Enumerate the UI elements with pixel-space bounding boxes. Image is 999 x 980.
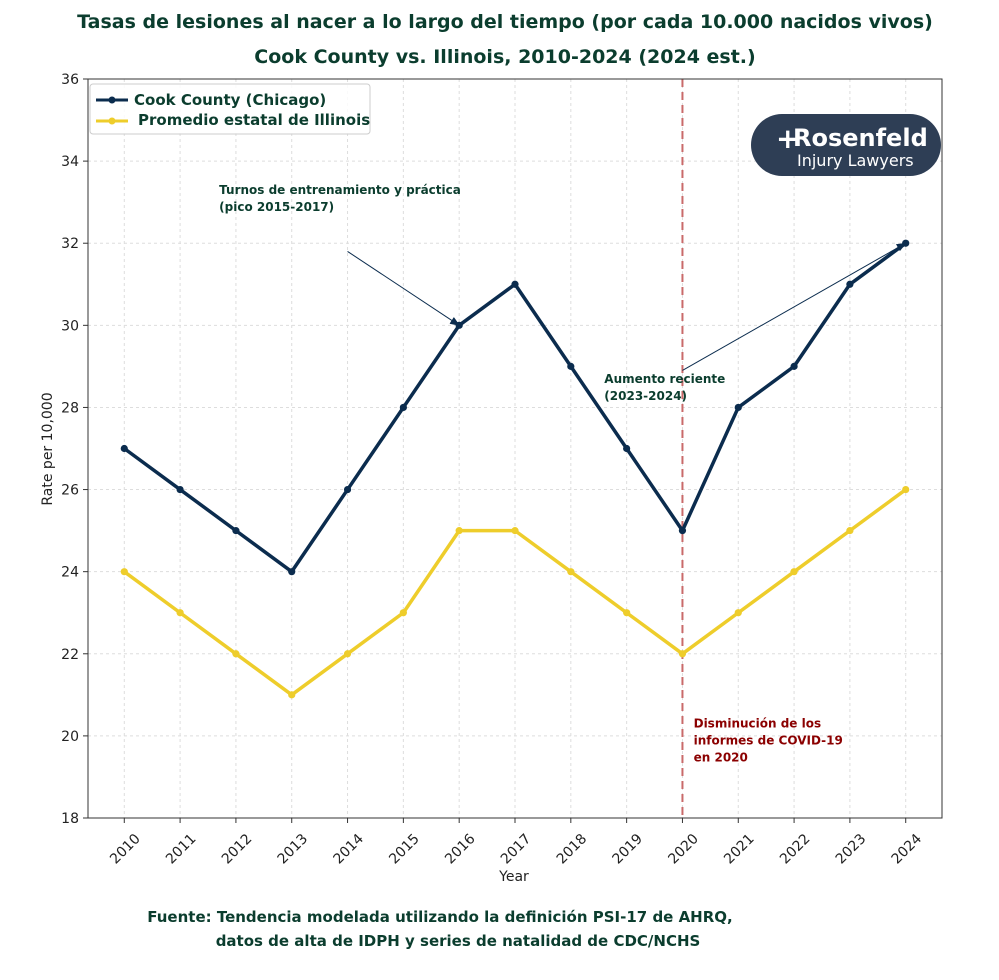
y-axis: 18 20 22 24 26 28 30 32 34 36 bbox=[61, 72, 88, 827]
series-layer bbox=[120, 239, 910, 699]
x-tick-label-2019: 2019 bbox=[610, 831, 647, 868]
series-line-illinois bbox=[123, 488, 907, 697]
y-tick-label-30: 30 bbox=[61, 318, 79, 334]
x-tick-label-2010: 2010 bbox=[107, 831, 144, 868]
x-tick-label-2020: 2020 bbox=[665, 831, 702, 868]
x-tick-label-2016: 2016 bbox=[442, 831, 479, 868]
x-tick-label-2011: 2011 bbox=[163, 831, 200, 868]
point-illinois-2021 bbox=[734, 609, 742, 617]
legend: Cook County (Chicago) Promedio estatal d… bbox=[89, 83, 371, 135]
point-illinois-2019 bbox=[623, 609, 631, 617]
point-illinois-2011 bbox=[176, 609, 184, 617]
point-cook-2015 bbox=[399, 403, 407, 412]
chart-title: Tasas de lesiones al nacer a lo largo de… bbox=[77, 11, 933, 33]
y-tick-label-20: 20 bbox=[61, 729, 79, 745]
y-tick-label-28: 28 bbox=[61, 400, 79, 416]
point-illinois-2024 bbox=[902, 485, 910, 494]
y-tick-label-22: 22 bbox=[61, 647, 79, 663]
y-tick-label-24: 24 bbox=[61, 565, 79, 581]
x-axis: 2010 2011 2012 2013 2014 2015 2016 2017 2018 2019… bbox=[107, 818, 925, 867]
annotation-training-line-1: Turnos de entrenamiento y práctica bbox=[219, 183, 461, 197]
annotation-arrow-recent bbox=[682, 242, 907, 371]
logo-badge bbox=[751, 114, 941, 176]
point-illinois-2022 bbox=[790, 568, 798, 576]
annotation-recent-line-2: (2023-2024) bbox=[604, 389, 687, 403]
point-illinois-2018 bbox=[567, 568, 575, 576]
annotation-covid-line-3: en 2020 bbox=[694, 751, 748, 765]
x-axis-label: Year bbox=[498, 869, 529, 885]
grid bbox=[88, 78, 942, 819]
legend-box bbox=[89, 83, 371, 135]
point-illinois-2014 bbox=[343, 650, 352, 658]
logo: + Rosenfeld Injury Lawyers bbox=[751, 114, 941, 176]
chart-subtitle: Cook County vs. Illinois, 2010-2024 (202… bbox=[254, 46, 755, 68]
logo-name: Rosenfeld bbox=[793, 124, 928, 152]
point-illinois-2013 bbox=[288, 691, 296, 699]
point-illinois-2016 bbox=[455, 527, 463, 535]
y-tick-label-36: 36 bbox=[61, 72, 79, 88]
y-tick-label-26: 26 bbox=[61, 483, 79, 499]
x-tick-label-2012: 2012 bbox=[219, 831, 256, 868]
point-cook-2021 bbox=[734, 403, 742, 412]
annotation-covid-line-1: Disminución de los bbox=[694, 717, 822, 731]
point-cook-2022 bbox=[790, 362, 798, 370]
x-tick-label-2022: 2022 bbox=[777, 831, 814, 868]
x-tick-label-2013: 2013 bbox=[275, 831, 312, 868]
point-illinois-2023 bbox=[846, 527, 854, 535]
x-tick-label-2024: 2024 bbox=[889, 831, 926, 868]
y-tick-label-32: 32 bbox=[61, 236, 79, 252]
point-illinois-2017 bbox=[511, 527, 519, 535]
point-cook-2014 bbox=[343, 485, 352, 494]
y-axis-label: Rate per 10,000 bbox=[40, 392, 56, 505]
x-tick-label-2014: 2014 bbox=[330, 831, 367, 868]
x-tick-label-2017: 2017 bbox=[498, 831, 535, 868]
source-line-2: datos de alta de IDPH y series de natali… bbox=[216, 932, 701, 950]
point-illinois-2020 bbox=[678, 650, 687, 658]
plus-icon: + bbox=[776, 122, 799, 155]
point-illinois-2010 bbox=[120, 568, 128, 576]
annotation-recent-line-1: Aumento reciente bbox=[604, 372, 725, 386]
annotation-training-line-2: (pico 2015-2017) bbox=[219, 200, 334, 214]
plot-frame bbox=[87, 78, 943, 819]
y-tick-label-18: 18 bbox=[61, 811, 79, 827]
point-illinois-2015 bbox=[399, 609, 407, 617]
annotation-arrow-training bbox=[347, 251, 461, 326]
point-cook-2013 bbox=[288, 568, 296, 576]
annotation-covid-line-2: informes de COVID-19 bbox=[694, 734, 843, 748]
point-cook-2017 bbox=[511, 280, 519, 288]
point-cook-2010 bbox=[120, 444, 128, 453]
x-tick-label-2021: 2021 bbox=[721, 831, 758, 868]
point-cook-2018 bbox=[567, 362, 575, 370]
legend-marker-illinois bbox=[108, 117, 116, 125]
point-illinois-2012 bbox=[232, 650, 240, 658]
point-cook-2012 bbox=[232, 527, 240, 535]
annotations: Turnos de entrenamiento y práctica (pico … bbox=[219, 183, 907, 765]
point-cook-2023 bbox=[846, 280, 854, 288]
x-tick-label-2023: 2023 bbox=[833, 831, 870, 868]
point-cook-2020 bbox=[678, 527, 687, 535]
legend-marker-cook bbox=[108, 96, 116, 104]
logo-tagline: Injury Lawyers bbox=[797, 151, 914, 170]
legend-label-cook: Cook County (Chicago) bbox=[134, 91, 326, 109]
x-tick-label-2015: 2015 bbox=[386, 831, 423, 868]
source-line-1: Fuente: Tendencia modelada utilizando la… bbox=[147, 908, 732, 926]
y-tick-label-34: 34 bbox=[61, 154, 79, 170]
x-tick-label-2018: 2018 bbox=[554, 831, 591, 868]
point-cook-2019 bbox=[623, 444, 631, 453]
point-cook-2024 bbox=[902, 239, 910, 247]
point-cook-2011 bbox=[176, 485, 184, 494]
legend-label-illinois: Promedio estatal de Illinois bbox=[138, 111, 370, 129]
